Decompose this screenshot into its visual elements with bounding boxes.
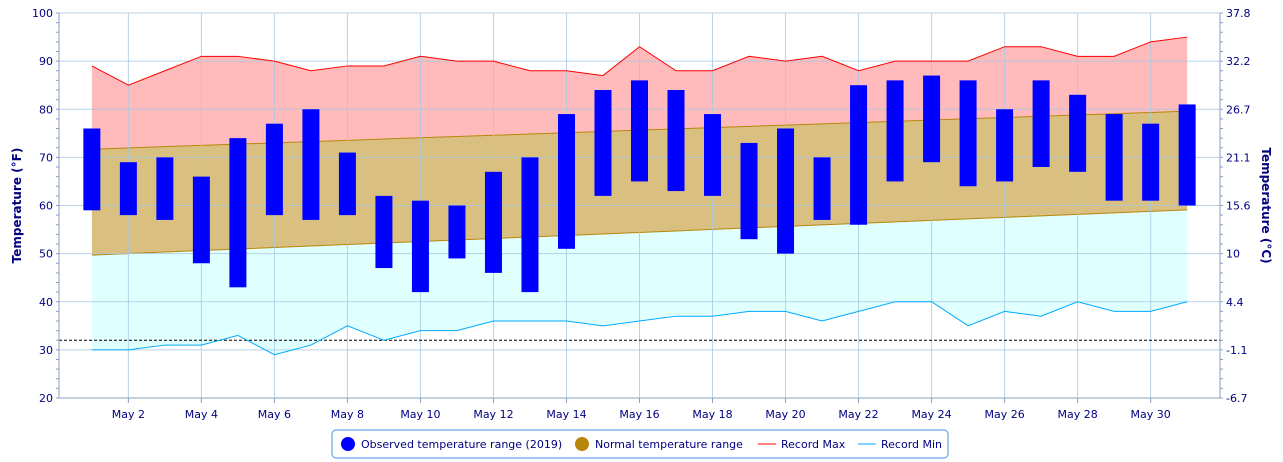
- x-tick-label: May 6: [258, 408, 291, 421]
- observed-bar-day-25[interactable]: [959, 80, 977, 187]
- x-tick-label: May 28: [1057, 408, 1097, 421]
- observed-bar-day-3[interactable]: [156, 157, 174, 220]
- x-tick-label: May 30: [1131, 408, 1171, 421]
- observed-bar-day-20[interactable]: [777, 128, 795, 254]
- x-tick-label: May 14: [546, 408, 586, 421]
- observed-bar-day-15[interactable]: [594, 90, 612, 196]
- legend-box: [331, 429, 949, 459]
- legend-normal-label[interactable]: Normal temperature range: [595, 438, 743, 451]
- observed-bar-day-6[interactable]: [265, 123, 283, 216]
- y-left-tick-label: 30: [39, 344, 53, 357]
- y-right-tick-label: 4.4: [1226, 296, 1244, 309]
- observed-bar-day-9[interactable]: [375, 195, 393, 269]
- observed-bar-day-17[interactable]: [667, 90, 685, 192]
- x-tick-label: May 4: [185, 408, 218, 421]
- y-left-tick-label: 70: [39, 151, 53, 164]
- observed-bar-day-22[interactable]: [850, 85, 868, 225]
- x-tick-label: May 24: [911, 408, 951, 421]
- y-right-tick-label: 21.1: [1226, 151, 1251, 164]
- y-right-tick-label: 15.6: [1226, 200, 1251, 213]
- observed-bar-day-2[interactable]: [119, 162, 137, 216]
- observed-bar-day-31[interactable]: [1178, 104, 1196, 206]
- y-left-tick-label: 100: [32, 7, 53, 20]
- y-left-tick-label: 60: [39, 200, 53, 213]
- y-right-tick-label: 26.7: [1226, 103, 1251, 116]
- axes: 20 30 40 50 60 70 80 90 100 -6.7 -1.1 4.4 10 15.6 21.1…: [10, 7, 1273, 421]
- record-lines: [91, 36, 1188, 356]
- observed-bar-day-23[interactable]: [886, 80, 904, 182]
- legend[interactable]: Observed temperature range (2019) Normal …: [331, 429, 949, 459]
- y-right-tick-label: 37.8: [1226, 7, 1251, 20]
- x-tick-label: May 8: [331, 408, 364, 421]
- y-right-tick-label: -1.1: [1226, 344, 1247, 357]
- x-tick-label: May 12: [473, 408, 513, 421]
- observed-bar-day-16[interactable]: [631, 80, 648, 182]
- observed-bar-day-10[interactable]: [411, 200, 429, 293]
- observed-bar-day-18[interactable]: [704, 114, 722, 196]
- observed-bar-day-30[interactable]: [1142, 123, 1160, 201]
- y-left-axis-title: Temperature (°F): [10, 148, 24, 264]
- observed-bar-day-29[interactable]: [1105, 114, 1123, 201]
- observed-bar-day-28[interactable]: [1069, 94, 1087, 172]
- observed-bar-day-24[interactable]: [923, 75, 941, 163]
- observed-bar-day-1[interactable]: [83, 128, 101, 211]
- legend-normal-icon: [575, 437, 589, 451]
- legend-observed-label[interactable]: Observed temperature range (2019): [361, 438, 562, 451]
- observed-bar-day-11[interactable]: [448, 205, 466, 259]
- observed-bar-day-13[interactable]: [521, 157, 539, 293]
- observed-bar-day-12[interactable]: [484, 171, 502, 273]
- observed-bar-day-7[interactable]: [302, 109, 320, 220]
- x-tick-label: May 26: [984, 408, 1024, 421]
- observed-bar-day-8[interactable]: [338, 152, 356, 216]
- legend-record-max-label[interactable]: Record Max: [781, 438, 846, 451]
- x-tick-label: May 22: [838, 408, 878, 421]
- y-right-tick-label: 32.2: [1226, 55, 1251, 68]
- observed-bar-day-5[interactable]: [229, 138, 247, 288]
- legend-observed-icon: [341, 437, 355, 451]
- x-tick-label: May 2: [112, 408, 145, 421]
- observed-bar-day-27[interactable]: [1032, 80, 1050, 167]
- y-left-tick-label: 20: [39, 392, 53, 405]
- observed-bar-day-26[interactable]: [996, 109, 1014, 182]
- observed-bars: [83, 75, 1196, 293]
- x-tick-label: May 16: [619, 408, 659, 421]
- y-left-tick-label: 90: [39, 55, 53, 68]
- observed-bar-day-21[interactable]: [813, 157, 831, 220]
- y-left-tick-label: 80: [39, 103, 53, 116]
- x-tick-label: May 18: [692, 408, 732, 421]
- record-min-line[interactable]: [91, 301, 1188, 356]
- x-tick-label: May 20: [765, 408, 805, 421]
- record-max-line[interactable]: [91, 36, 1188, 86]
- y-right-axis-title: Temperature (°C): [1259, 147, 1273, 263]
- observed-bar-day-19[interactable]: [740, 142, 758, 240]
- y-right-tick-label: 10: [1226, 248, 1240, 261]
- observed-bar-day-14[interactable]: [557, 114, 575, 249]
- y-left-tick-label: 50: [39, 248, 53, 261]
- x-tick-label: May 10: [400, 408, 440, 421]
- legend-record-min-label[interactable]: Record Min: [881, 438, 942, 451]
- y-left-tick-label: 40: [39, 296, 53, 309]
- y-right-tick-label: -6.7: [1226, 392, 1247, 405]
- observed-bar-day-4[interactable]: [192, 176, 210, 264]
